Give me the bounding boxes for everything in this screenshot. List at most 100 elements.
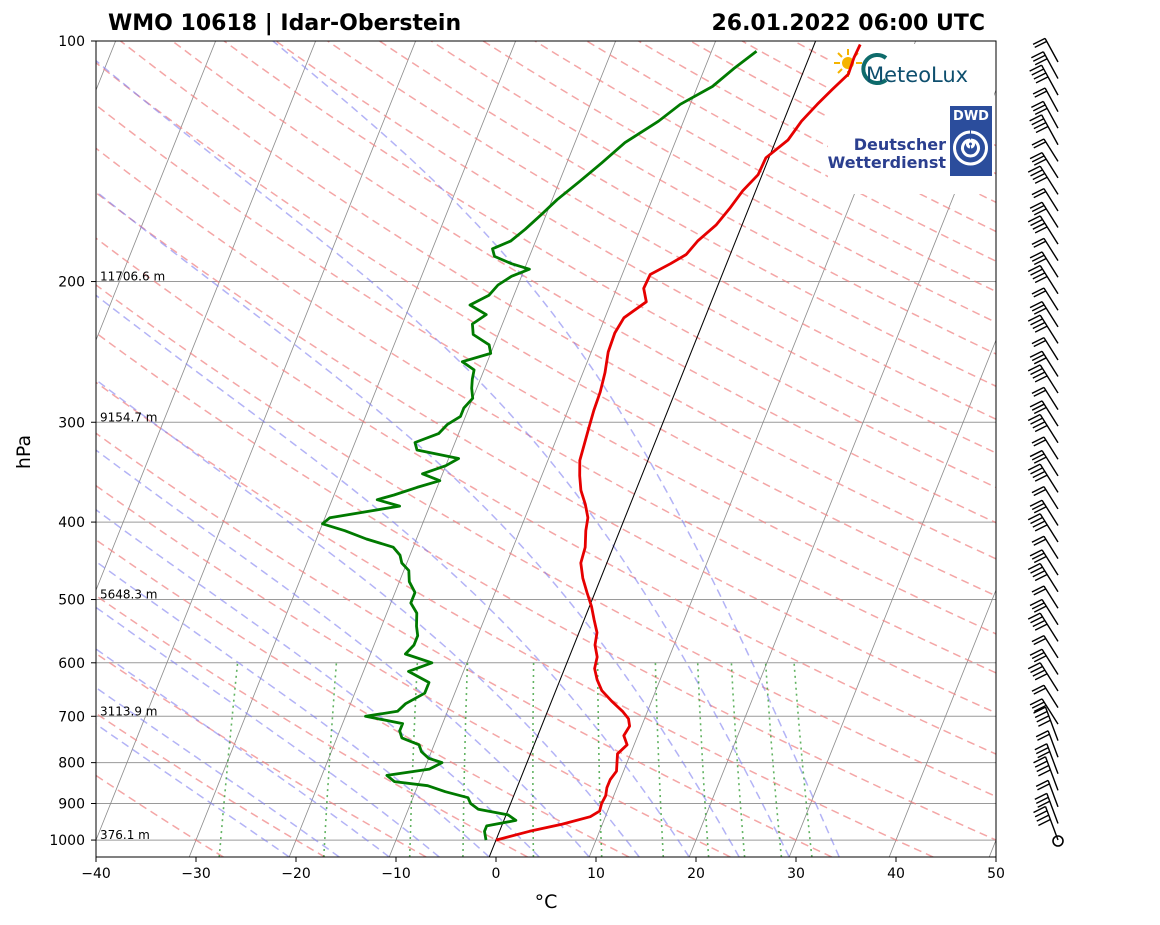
moist-adiabat — [96, 449, 590, 857]
calm-wind-icon — [1052, 835, 1064, 847]
mixing-ratio-line — [596, 662, 603, 857]
moist-adiabat — [96, 508, 540, 857]
dry-adiabat — [96, 484, 731, 857]
wind-barb — [1029, 549, 1059, 576]
dry-adiabat — [96, 104, 996, 635]
x-tick-label: 10 — [587, 866, 605, 882]
wind-barb — [1029, 449, 1059, 477]
x-tick-label: −40 — [81, 866, 111, 882]
mixing-ratio-line — [532, 662, 535, 857]
x-tick-label: 40 — [887, 866, 905, 882]
wind-barb — [1027, 513, 1059, 543]
wind-barb — [1029, 64, 1059, 96]
wind-barb — [1035, 730, 1059, 758]
mixing-ratio-line — [730, 662, 746, 857]
wind-barb — [1027, 165, 1059, 195]
wind-barb — [1029, 300, 1059, 328]
isotherm-line — [288, 41, 616, 857]
x-axis-label: °C — [535, 891, 558, 913]
height-label: 3113.9 m — [100, 704, 158, 718]
wind-barb — [1031, 486, 1059, 510]
mixing-ratio-lines — [218, 662, 813, 857]
isotherm-line — [96, 41, 416, 842]
height-label: 5648.3 m — [100, 588, 158, 602]
wind-barb — [1032, 37, 1059, 63]
x-tick-label: 0 — [492, 866, 501, 882]
y-tick-label: 500 — [58, 593, 85, 609]
x-tick-label: 30 — [787, 866, 805, 882]
x-tick-label: 50 — [987, 866, 1005, 882]
temperature-profile — [495, 43, 862, 842]
wind-barb — [1034, 743, 1059, 775]
dry-adiabat — [96, 652, 427, 857]
moist-adiabat — [96, 606, 440, 857]
y-tick-label: 200 — [58, 275, 85, 291]
dry-adiabat — [96, 432, 833, 857]
wind-barb — [1031, 287, 1059, 311]
height-labels: 11706.6 m 9154.7 m 5648.3 m 3113.9 m 376.1 m — [100, 270, 165, 843]
dry-adiabat — [96, 61, 996, 597]
wind-barb — [1029, 648, 1059, 675]
wind-barbs — [1027, 37, 1059, 841]
wind-barb — [1029, 598, 1059, 626]
chart-title-datetime: 26.01.2022 06:00 UTC — [711, 11, 985, 36]
y-tick-label: 300 — [58, 415, 85, 431]
moist-adiabat — [96, 648, 390, 857]
wind-barb — [1031, 337, 1059, 361]
wind-barb — [1031, 436, 1059, 460]
mixing-ratio-line — [408, 662, 419, 857]
isotherm-line — [188, 41, 516, 857]
isotherm-line — [888, 588, 996, 857]
dewpoint-profile — [321, 50, 758, 841]
wind-barb — [1027, 264, 1059, 295]
moist-adiabat — [96, 723, 290, 857]
x-tick-label: 20 — [687, 866, 705, 882]
wind-barb — [1033, 756, 1059, 791]
wind-barb — [1027, 662, 1059, 692]
y-axis-label: hPa — [13, 435, 35, 469]
dwd-box-label: DWD — [953, 109, 989, 124]
mixing-ratio-line — [696, 662, 710, 857]
wind-barb — [1029, 499, 1059, 526]
moist-adiabat — [96, 560, 490, 857]
wind-barb — [1027, 463, 1059, 493]
wind-barb — [1029, 400, 1059, 427]
dry-adiabat — [96, 538, 630, 857]
moist-adiabat — [96, 378, 640, 857]
wind-barb — [1032, 87, 1059, 112]
wind-barb — [1031, 100, 1059, 129]
dry-adiabat — [96, 381, 934, 857]
wind-barb — [1031, 188, 1059, 212]
dry-adiabat — [482, 41, 996, 324]
dry-adiabat — [275, 41, 996, 454]
mixing-ratio-line — [323, 662, 338, 857]
wind-barb — [1031, 585, 1059, 609]
plot-frame — [95, 40, 997, 858]
isotherm-line — [96, 41, 316, 592]
wind-barb — [1031, 684, 1059, 708]
wind-barb — [1029, 251, 1059, 278]
y-axis-ticks: 100 200 300 400 500 600 700 800 900 1000 — [49, 34, 96, 849]
wind-barb — [1035, 779, 1059, 808]
wind-barb — [1027, 562, 1059, 593]
zero-degree-isotherm — [488, 41, 817, 857]
dry-adiabat — [120, 41, 996, 560]
moist-adiabat — [96, 59, 790, 857]
height-label: 9154.7 m — [100, 410, 158, 424]
moist-adiabat — [96, 294, 690, 857]
wind-barb — [1031, 634, 1059, 659]
y-tick-label: 400 — [58, 515, 85, 531]
dry-adiabat — [430, 41, 996, 355]
dry-adiabat — [96, 191, 996, 714]
dry-adiabat — [223, 41, 996, 489]
moist-adiabat — [272, 41, 840, 857]
wind-barb — [1027, 364, 1059, 394]
wind-barb — [1031, 138, 1059, 162]
wind-barb — [1033, 805, 1059, 841]
y-tick-label: 600 — [58, 656, 85, 672]
swirl-icon — [953, 130, 988, 166]
wind-barb — [1027, 215, 1059, 245]
y-tick-label: 700 — [58, 709, 85, 725]
mixing-ratio-line — [654, 662, 665, 857]
moist-adiabat — [96, 686, 340, 857]
